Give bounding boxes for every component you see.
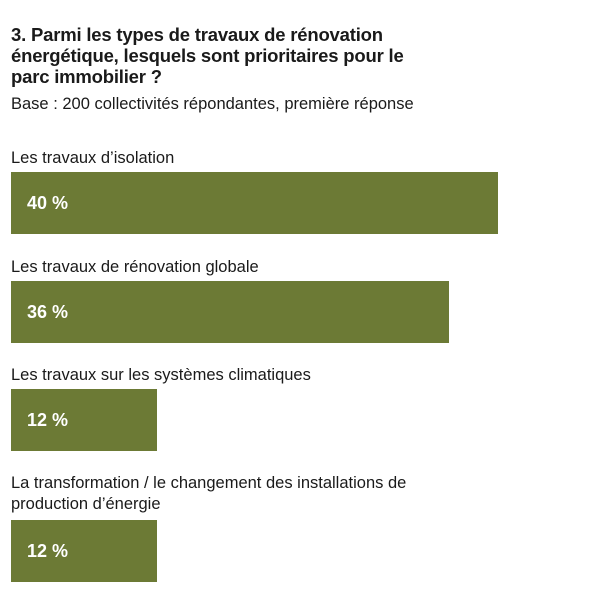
bar-value-label: 36 %: [27, 302, 69, 322]
chart-subtitle: Base : 200 collectivités répondantes, pr…: [11, 95, 414, 113]
bar-value-label: 40 %: [27, 193, 69, 213]
bar-value-label: 12 %: [27, 541, 69, 561]
bar-value-label: 12 %: [27, 410, 69, 430]
bar: 40 %: [11, 172, 498, 234]
bar: 12 %: [11, 389, 157, 451]
category-label: Les travaux sur les systèmes climatiques: [11, 366, 311, 384]
chart-title: 3. Parmi les types de travaux de rénovat…: [11, 24, 404, 87]
bar: 36 %: [11, 281, 449, 343]
category-label: Les travaux de rénovation globale: [11, 258, 259, 276]
bar: 12 %: [11, 520, 157, 582]
category-label: Les travaux d’isolation: [11, 149, 175, 167]
category-label: La transformation / le changement des in…: [11, 474, 407, 513]
